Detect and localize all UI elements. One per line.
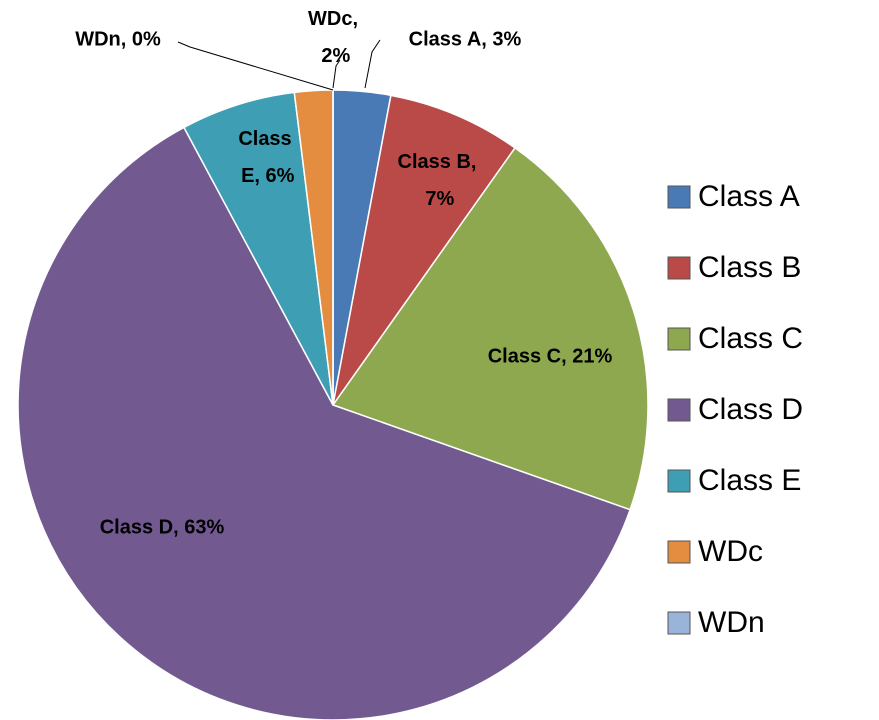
legend-swatch <box>667 327 691 351</box>
pie-slice <box>331 146 649 511</box>
data-label: Class C, 21% <box>488 345 613 367</box>
leader-line <box>364 39 381 89</box>
legend-label: Class E <box>698 464 801 497</box>
legend-label: WDc <box>698 535 763 568</box>
legend-swatch <box>667 611 691 635</box>
legend-swatch <box>667 256 691 280</box>
legend-label: WDn <box>698 606 765 639</box>
legend-label: Class C <box>698 322 803 355</box>
data-label: WDn, 0% <box>75 28 161 50</box>
leader-line <box>177 41 334 91</box>
legend-label: Class B <box>698 251 801 284</box>
data-label: Class D, 63% <box>100 516 225 538</box>
legend-swatch <box>667 469 691 493</box>
data-label: Class A, 3% <box>409 28 522 50</box>
legend-label: Class D <box>698 393 803 426</box>
legend-swatch <box>667 185 691 209</box>
legend-swatch <box>667 540 691 564</box>
data-label: Class B, 7% <box>398 151 477 210</box>
data-label: WDc, 2% <box>308 8 358 67</box>
legend-label: Class A <box>698 180 800 213</box>
pie-slice <box>17 126 632 720</box>
pie-slice <box>332 94 517 406</box>
data-label: Class E, 6% <box>236 128 295 187</box>
leader-line <box>332 59 341 89</box>
legend-swatch <box>667 398 691 422</box>
